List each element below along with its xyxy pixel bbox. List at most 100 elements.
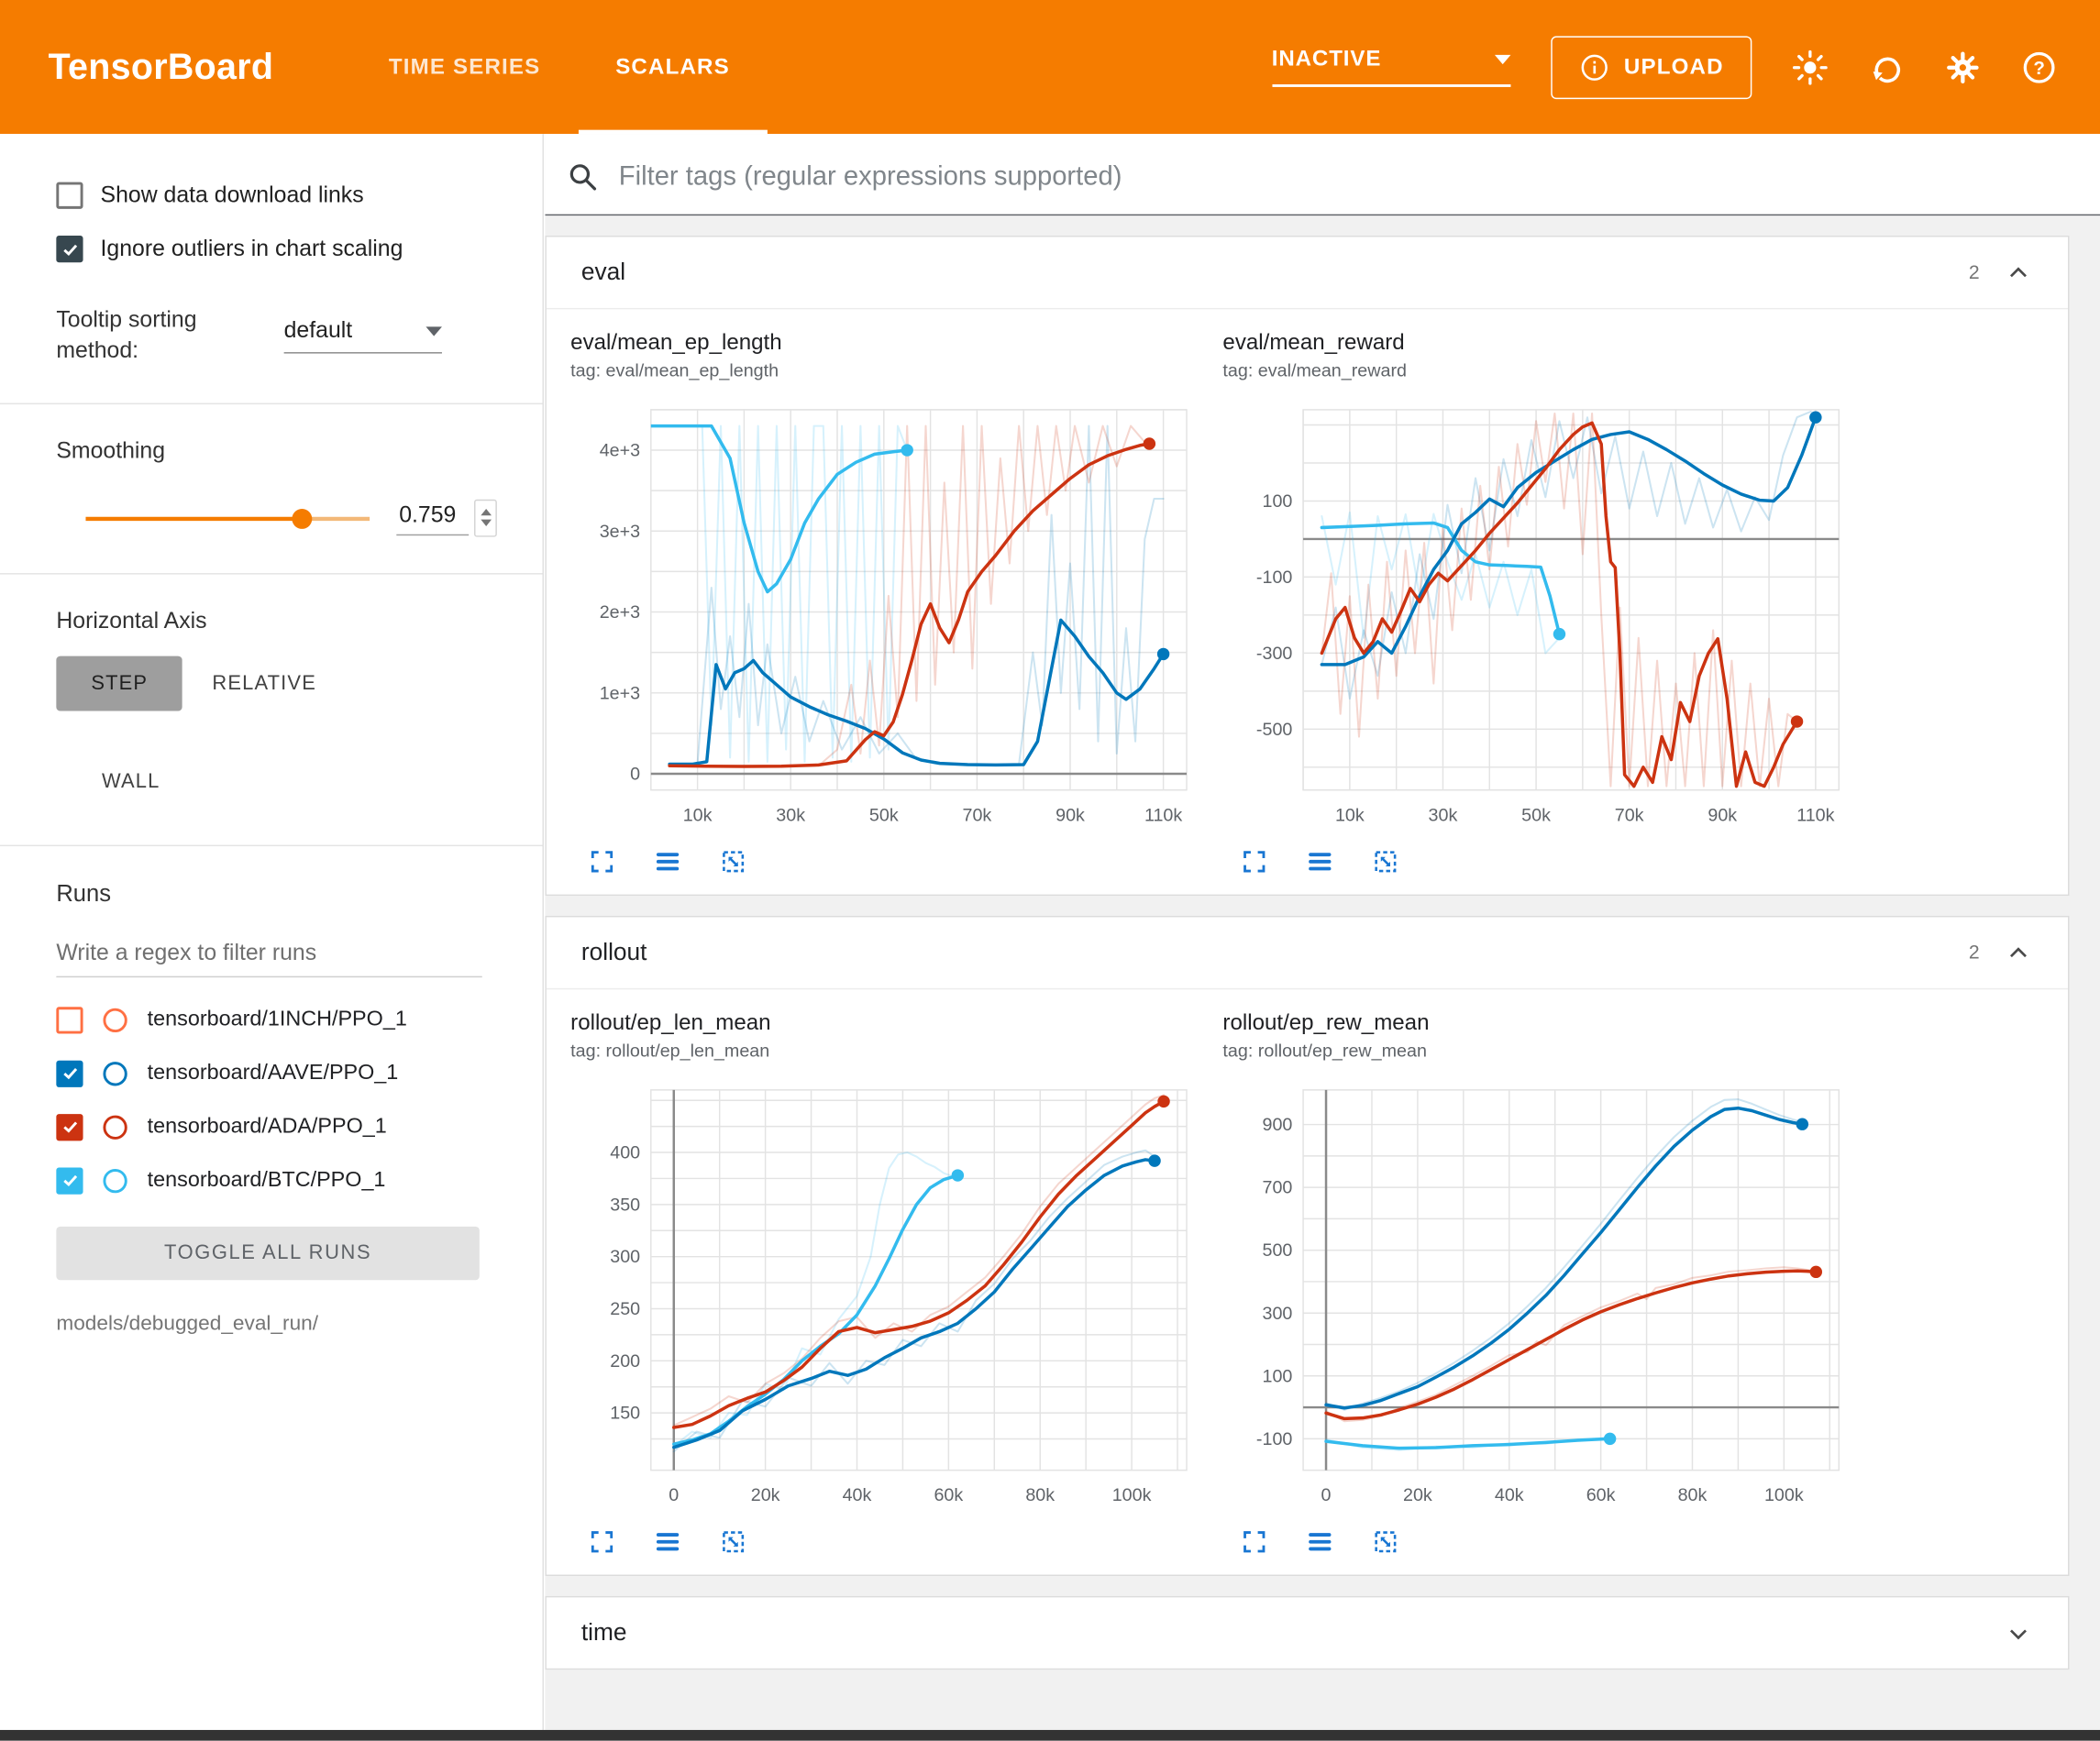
chevron-down-icon: [1494, 54, 1510, 65]
runs-title: Runs: [56, 879, 112, 907]
chart-toolbar: [1222, 845, 1874, 892]
brightness-icon[interactable]: [1792, 49, 1828, 84]
section-time-header[interactable]: time: [547, 1597, 2068, 1668]
fit-to-data-icon[interactable]: [719, 847, 747, 876]
fullscreen-icon[interactable]: [588, 847, 616, 876]
run-checkbox[interactable]: [56, 1060, 83, 1087]
run-row-1inch[interactable]: tensorboard/1INCH/PPO_1: [56, 994, 542, 1047]
axis-wall-button[interactable]: WALL: [72, 754, 190, 809]
run-row-ada[interactable]: tensorboard/ADA/PPO_1: [56, 1100, 542, 1153]
fullscreen-icon[interactable]: [588, 1527, 616, 1556]
run-list: tensorboard/1INCH/PPO_1 tensorboard/AAVE…: [56, 994, 542, 1208]
spinner-down-icon[interactable]: [480, 520, 492, 527]
run-color-ring-icon[interactable]: [103, 1115, 127, 1140]
status-dropdown-value: INACTIVE: [1271, 47, 1382, 72]
spinner-icon[interactable]: [474, 499, 497, 537]
run-checkbox[interactable]: [56, 1167, 83, 1195]
chart-toolbar: [570, 845, 1222, 892]
axis-relative-button[interactable]: RELATIVE: [182, 656, 346, 711]
svg-text:150: 150: [610, 1404, 640, 1424]
svg-text:30k: 30k: [1429, 805, 1458, 825]
tab-scalars[interactable]: SCALARS: [578, 0, 768, 135]
svg-text:60k: 60k: [934, 1485, 963, 1505]
divider: [0, 572, 543, 575]
runs-footer: models/debugged_eval_run/: [56, 1312, 319, 1335]
header-actions: INACTIVE UPLOAD: [1271, 35, 2100, 99]
fullscreen-icon[interactable]: [1240, 1527, 1268, 1556]
fit-to-data-icon[interactable]: [719, 1527, 747, 1556]
data-table-icon[interactable]: [1306, 1527, 1334, 1556]
chart-title: eval/mean_reward: [1222, 330, 1405, 356]
status-dropdown[interactable]: INACTIVE: [1271, 47, 1510, 87]
fit-to-data-icon[interactable]: [1372, 1527, 1400, 1556]
chart-canvas[interactable]: 10k 30k 50k 70k 90k 110k 100 -100 -300 -500: [1222, 396, 1874, 844]
run-color-ring-icon[interactable]: [103, 1168, 127, 1194]
chart-canvas[interactable]: 0 20k 40k 60k 80k 100k 150 200 250 300 350 400: [570, 1076, 1222, 1525]
svg-text:500: 500: [1263, 1240, 1293, 1261]
chart-canvas[interactable]: 0 20k 40k 60k 80k 100k 900 700 500 300 100 -100: [1222, 1076, 1874, 1525]
tooltip-sorting-dropdown[interactable]: default: [283, 318, 442, 355]
svg-text:?: ?: [2033, 57, 2045, 78]
chart-canvas[interactable]: 10k 30k 50k 70k 90k 110k 0 1e+3 2e+3 3e+3 4e+3: [570, 396, 1222, 844]
run-checkbox[interactable]: [56, 1007, 83, 1034]
svg-text:80k: 80k: [1678, 1485, 1708, 1505]
svg-text:4e+3: 4e+3: [600, 441, 640, 461]
slider-knob[interactable]: [292, 508, 313, 529]
svg-text:40k: 40k: [1495, 1485, 1524, 1505]
svg-text:70k: 70k: [1615, 805, 1644, 825]
svg-text:-300: -300: [1256, 644, 1292, 664]
toggle-all-runs-button[interactable]: TOGGLE ALL RUNS: [56, 1226, 480, 1281]
upload-button[interactable]: UPLOAD: [1550, 35, 1752, 99]
smoothing-value-input[interactable]: [396, 500, 470, 536]
axis-step-button[interactable]: STEP: [56, 656, 183, 711]
chart-tag: tag: eval/mean_reward: [1222, 359, 1408, 380]
svg-text:-100: -100: [1256, 1429, 1292, 1449]
settings-gear-icon[interactable]: [1945, 49, 1981, 84]
run-row-aave[interactable]: tensorboard/AAVE/PPO_1: [56, 1047, 542, 1100]
tag-filter-input[interactable]: [615, 160, 2069, 194]
slider-track: [85, 516, 370, 521]
smoothing-slider[interactable]: [85, 507, 370, 529]
svg-text:100: 100: [1263, 491, 1293, 512]
svg-text:-100: -100: [1256, 567, 1292, 588]
chart-eval-mean-reward: eval/mean_reward tag: eval/mean_reward 1…: [1222, 331, 1874, 892]
run-row-btc[interactable]: tensorboard/BTC/PPO_1: [56, 1154, 542, 1207]
svg-text:0: 0: [1321, 1485, 1332, 1505]
run-color-ring-icon[interactable]: [103, 1008, 127, 1032]
svg-text:700: 700: [1263, 1178, 1293, 1198]
svg-text:110k: 110k: [1144, 805, 1182, 825]
chevron-up-icon[interactable]: [2004, 258, 2033, 287]
chevron-up-icon[interactable]: [2004, 938, 2033, 967]
section-eval-header[interactable]: eval 2: [546, 237, 2069, 310]
svg-text:10k: 10k: [683, 805, 713, 825]
data-table-icon[interactable]: [1306, 847, 1334, 876]
refresh-icon[interactable]: [1868, 49, 1904, 84]
svg-text:110k: 110k: [1796, 805, 1834, 825]
chart-tag: tag: rollout/ep_len_mean: [570, 1040, 770, 1061]
fit-to-data-icon[interactable]: [1372, 847, 1400, 876]
runs-filter-input[interactable]: [56, 934, 482, 977]
run-label: tensorboard/AAVE/PPO_1: [147, 1061, 399, 1085]
card-list: eval 2 eval/mean_ep_length tag: eval/mea…: [545, 215, 2100, 1730]
show-data-download-links-checkbox[interactable]: Show data download links: [56, 169, 542, 222]
divider: [0, 402, 543, 404]
section-rollout-header[interactable]: rollout 2: [546, 917, 2069, 990]
tab-time-series[interactable]: TIME SERIES: [388, 54, 541, 79]
help-icon[interactable]: ?: [2021, 49, 2057, 84]
svg-text:900: 900: [1263, 1115, 1293, 1135]
chart-rollout-ep-rew-mean: rollout/ep_rew_mean tag: rollout/ep_rew_…: [1222, 1011, 1874, 1572]
main-content: eval 2 eval/mean_ep_length tag: eval/mea…: [545, 134, 2100, 1730]
ignore-outliers-checkbox[interactable]: Ignore outliers in chart scaling: [56, 222, 542, 275]
spinner-up-icon[interactable]: [480, 509, 492, 516]
chart-title: rollout/ep_len_mean: [570, 1010, 771, 1035]
chart-eval-mean-ep-length: eval/mean_ep_length tag: eval/mean_ep_le…: [570, 331, 1222, 892]
section-eval-body: eval/mean_ep_length tag: eval/mean_ep_le…: [547, 309, 2068, 894]
run-checkbox[interactable]: [56, 1113, 83, 1141]
chevron-down-icon[interactable]: [2004, 1618, 2033, 1647]
chart-toolbar: [1222, 1526, 1874, 1572]
data-table-icon[interactable]: [654, 1527, 682, 1556]
data-table-icon[interactable]: [654, 847, 682, 876]
run-color-ring-icon[interactable]: [103, 1061, 127, 1086]
fullscreen-icon[interactable]: [1240, 847, 1268, 876]
run-label: tensorboard/ADA/PPO_1: [147, 1115, 387, 1139]
